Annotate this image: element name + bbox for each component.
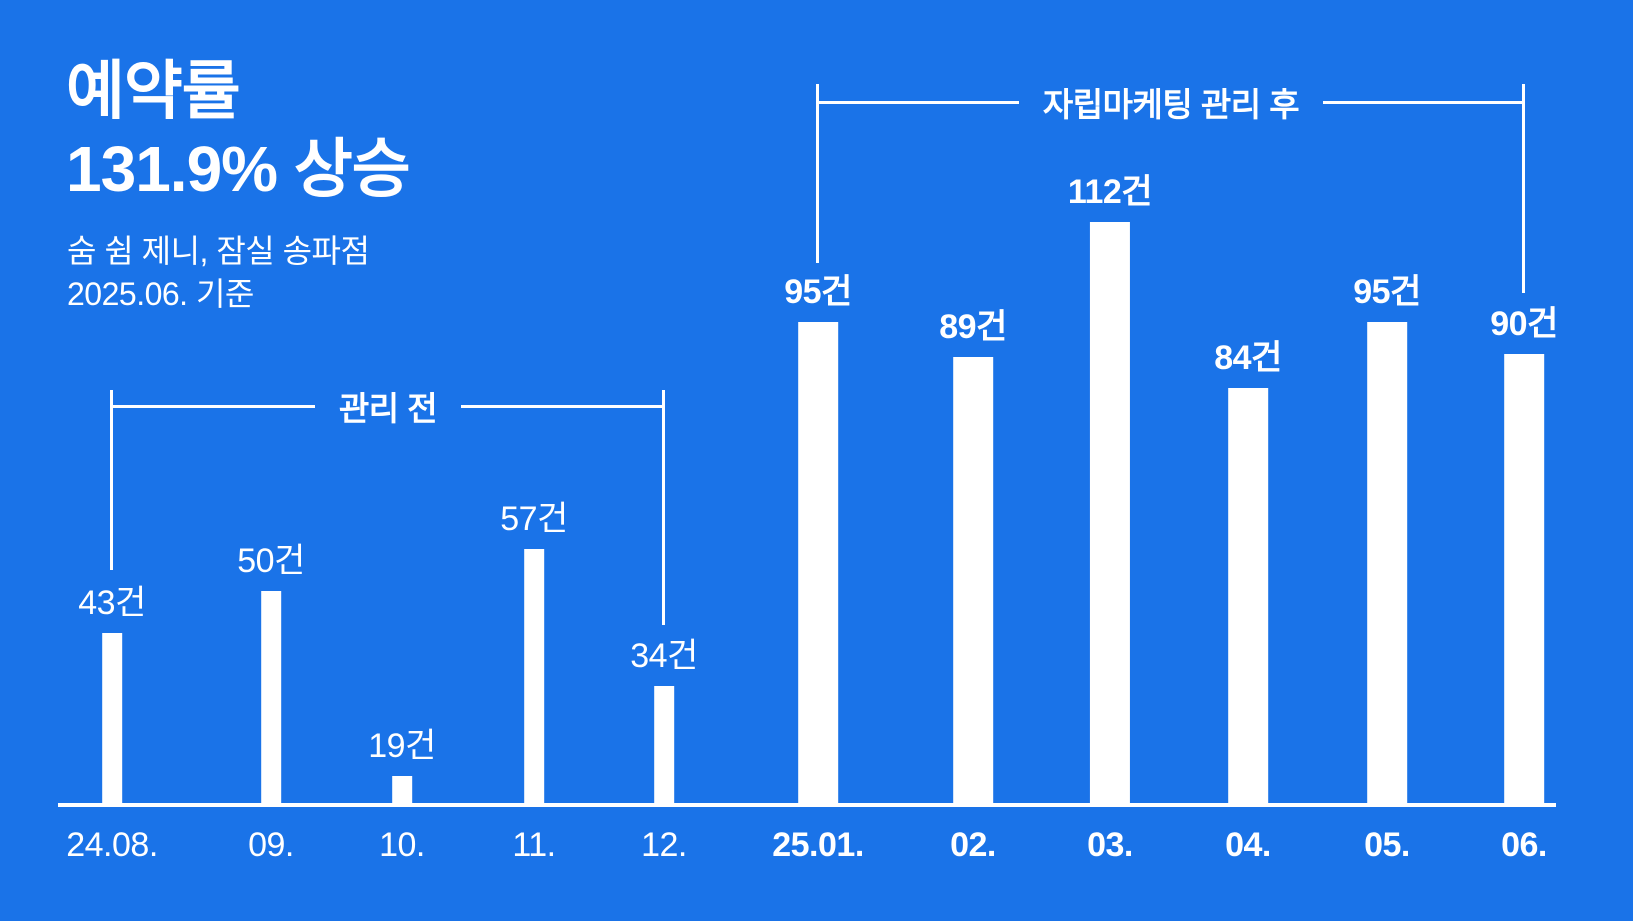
before-bracket-label: 관리 전: [338, 390, 438, 427]
before-bracket-tick-left: [110, 390, 113, 570]
bar-value-label: 95건: [784, 273, 852, 311]
x-axis-label: 11.: [512, 826, 556, 864]
x-axis-label: 03.: [1087, 826, 1133, 864]
x-axis-label: 05.: [1364, 826, 1410, 864]
after-bracket-line-right: [1323, 100, 1524, 104]
bar: [1089, 222, 1130, 803]
before-bracket-tick-right: [662, 390, 665, 625]
bar-column: 112건: [1067, 173, 1153, 803]
bar-value-label: 112건: [1067, 173, 1153, 211]
page-title: 예약률 131.9% 상승: [66, 52, 411, 208]
bar-value-label: 19건: [368, 727, 436, 765]
bar-column: 84건: [1214, 341, 1282, 803]
bar: [1366, 322, 1407, 803]
bar-column: 34건: [630, 639, 698, 803]
bar-column: 90건: [1490, 307, 1558, 803]
bar: [101, 633, 122, 803]
bar-column: 43건: [78, 586, 146, 803]
bar: [523, 549, 544, 803]
x-axis-label: 24.08.: [66, 826, 158, 864]
bar-column: 50건: [237, 544, 305, 803]
x-axis-label: 02.: [950, 826, 996, 864]
page-title-line1: 예약률: [66, 55, 241, 127]
bar: [1503, 354, 1544, 803]
after-bracket-tick-left: [816, 84, 819, 263]
before-bracket-line-left: [112, 404, 315, 408]
bar-column: 57건: [500, 502, 568, 803]
bar-value-label: 89건: [939, 308, 1007, 346]
x-axis-label: 25.01.: [772, 826, 864, 864]
subtitle-store: 숨 쉼 제니, 잠실 송파점: [67, 233, 370, 269]
x-axis-label: 12.: [641, 826, 687, 864]
bar-value-label: 95건: [1353, 273, 1421, 311]
bar-value-label: 84건: [1214, 339, 1282, 377]
x-axis-label: 06.: [1501, 826, 1547, 864]
subtitle-date: 2025.06. 기준: [67, 276, 254, 312]
bar-value-label: 57건: [500, 500, 568, 538]
subtitle: 숨 쉼 제니, 잠실 송파점 2025.06. 기준: [67, 230, 370, 316]
bar: [260, 591, 281, 803]
bar: [391, 776, 412, 803]
bar-column: 89건: [939, 310, 1007, 803]
bar-value-label: 34건: [630, 637, 698, 675]
bar: [653, 686, 674, 803]
after-bracket-line-left: [818, 100, 1019, 104]
after-bracket-tick-right: [1522, 84, 1525, 293]
bar: [797, 322, 838, 803]
bar: [1227, 388, 1268, 803]
after-period-bracket: 자립마케팅 관리 후: [818, 82, 1524, 123]
bar-value-label: 50건: [237, 542, 305, 580]
x-axis-label: 09.: [248, 826, 294, 864]
page-title-line2: 131.9% 상승: [66, 133, 411, 205]
bar-value-label: 43건: [78, 584, 146, 622]
x-axis-label: 04.: [1225, 826, 1271, 864]
before-bracket-line-right: [461, 404, 664, 408]
x-axis-label: 10.: [379, 826, 425, 864]
bar-column: 95건: [1353, 275, 1421, 803]
bar: [952, 357, 993, 803]
bar-column: 95건: [784, 275, 852, 803]
after-bracket-label: 자립마케팅 관리 후: [1042, 86, 1300, 123]
before-period-bracket: 관리 전: [112, 386, 664, 427]
x-axis-line: [58, 803, 1556, 807]
bar-value-label: 90건: [1490, 305, 1558, 343]
bar-column: 19건: [368, 729, 436, 803]
